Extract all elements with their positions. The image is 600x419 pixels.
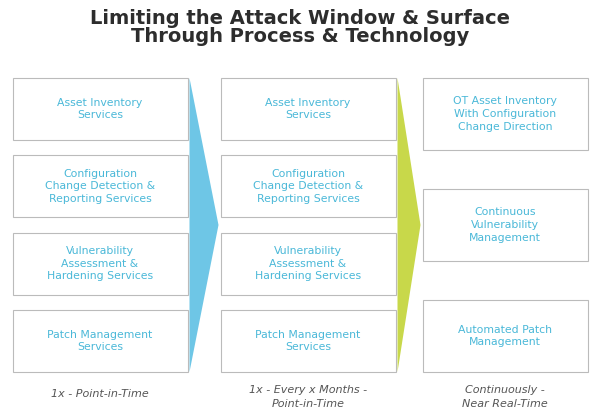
FancyBboxPatch shape: [13, 310, 187, 372]
Text: 1x - Point-in-Time: 1x - Point-in-Time: [51, 389, 149, 399]
Text: Continuous
Vulnerability
Management: Continuous Vulnerability Management: [469, 207, 541, 243]
FancyBboxPatch shape: [13, 233, 187, 295]
Polygon shape: [190, 78, 218, 372]
FancyBboxPatch shape: [422, 78, 587, 150]
FancyBboxPatch shape: [13, 155, 187, 217]
Text: Configuration
Change Detection &
Reporting Services: Configuration Change Detection & Reporti…: [45, 168, 155, 204]
Text: OT Asset Inventory
With Configuration
Change Direction: OT Asset Inventory With Configuration Ch…: [453, 96, 557, 132]
Text: Continuously -
Near Real-Time: Continuously - Near Real-Time: [462, 385, 548, 409]
FancyBboxPatch shape: [422, 300, 587, 372]
Text: Patch Management
Services: Patch Management Services: [256, 330, 361, 352]
Polygon shape: [398, 78, 421, 372]
Text: Asset Inventory
Services: Asset Inventory Services: [58, 98, 143, 120]
FancyBboxPatch shape: [13, 78, 187, 140]
FancyBboxPatch shape: [221, 310, 395, 372]
Text: Automated Patch
Management: Automated Patch Management: [458, 325, 552, 347]
FancyBboxPatch shape: [221, 155, 395, 217]
FancyBboxPatch shape: [422, 189, 587, 261]
Text: Limiting the Attack Window & Surface: Limiting the Attack Window & Surface: [90, 10, 510, 28]
Text: Configuration
Change Detection &
Reporting Services: Configuration Change Detection & Reporti…: [253, 168, 363, 204]
Text: Vulnerability
Assessment &
Hardening Services: Vulnerability Assessment & Hardening Ser…: [47, 246, 153, 282]
Text: 1x - Every x Months -
Point-in-Time: 1x - Every x Months - Point-in-Time: [249, 385, 367, 409]
Text: Asset Inventory
Services: Asset Inventory Services: [265, 98, 350, 120]
Text: Vulnerability
Assessment &
Hardening Services: Vulnerability Assessment & Hardening Ser…: [255, 246, 361, 282]
Text: Through Process & Technology: Through Process & Technology: [131, 26, 469, 46]
FancyBboxPatch shape: [221, 233, 395, 295]
Text: Patch Management
Services: Patch Management Services: [47, 330, 152, 352]
FancyBboxPatch shape: [221, 78, 395, 140]
